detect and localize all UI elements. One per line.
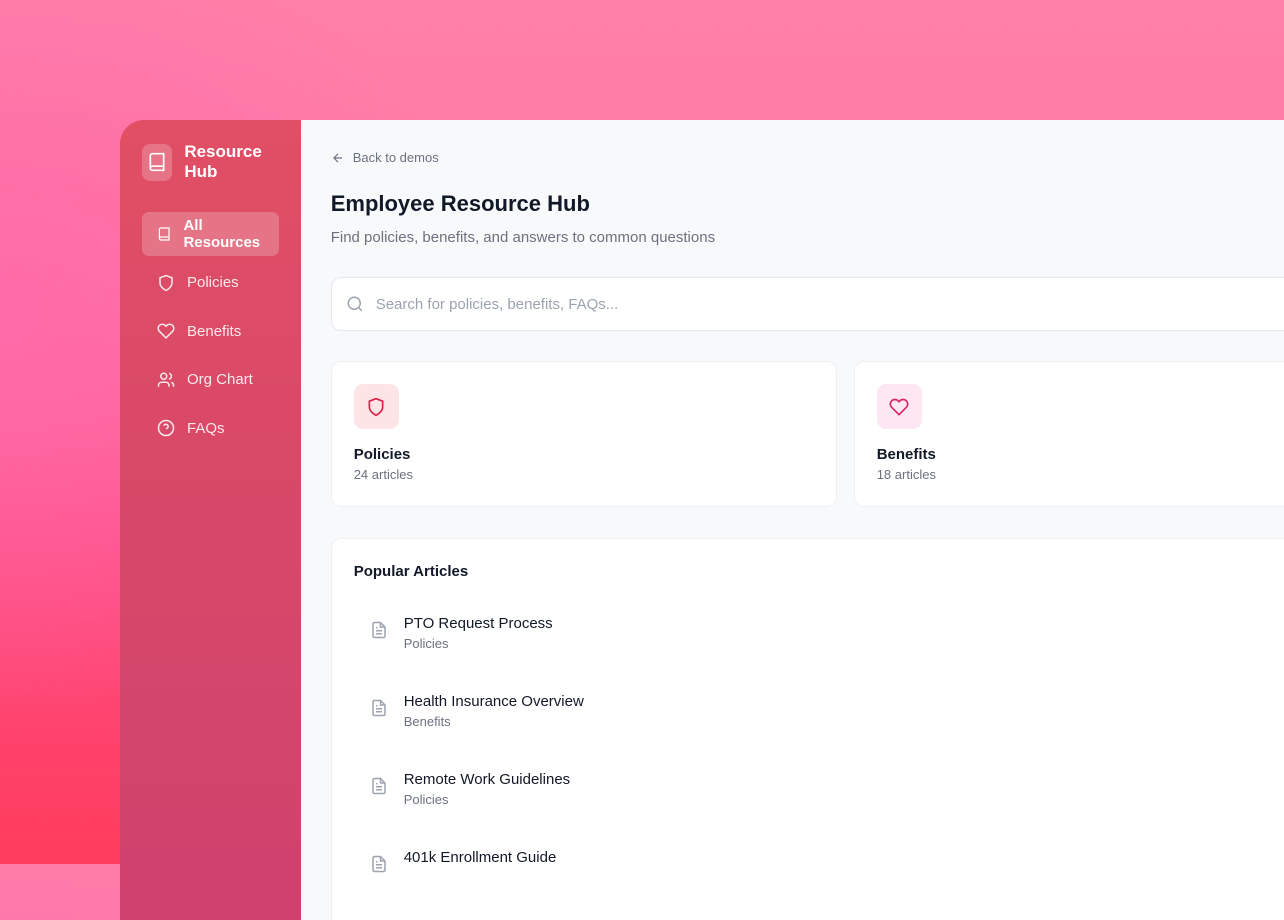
file-text-icon <box>371 777 386 795</box>
article-title: Health Insurance Overview <box>403 693 584 710</box>
sidebar-item-label: Policies <box>187 274 239 291</box>
arrow-left-icon <box>332 153 342 162</box>
back-link[interactable]: Back to demos <box>331 150 1284 165</box>
article-category: Policies <box>403 792 449 807</box>
list-item[interactable]: PTO Request Process Policies <box>354 615 1284 693</box>
category-card-benefits[interactable]: Benefits 18 articles <box>853 361 1284 507</box>
sidebar: Resource Hub All Resources Policies Bene… <box>120 120 301 920</box>
sidebar-item-benefits[interactable]: Benefits <box>142 309 279 353</box>
article-title: Remote Work Guidelines <box>403 771 571 788</box>
file-text-icon <box>371 699 386 717</box>
popular-articles: Popular Articles PTO Request Process Poli… <box>330 538 1284 920</box>
shield-icon <box>353 384 399 429</box>
card-title: Policies <box>353 446 411 463</box>
sidebar-item-org-chart[interactable]: Org Chart <box>142 358 279 402</box>
file-text-icon <box>371 621 386 639</box>
article-category: Benefits <box>403 714 451 729</box>
sidebar-item-label: Benefits <box>187 322 242 340</box>
search-input[interactable]: Search for policies, benefits, FAQs... <box>330 277 1284 331</box>
search-icon <box>347 296 362 312</box>
category-card-policies[interactable]: Policies 24 articles <box>330 361 837 507</box>
app-window: Resource Hub All Resources Policies Bene… <box>120 120 1284 920</box>
main-content: Back to demos Employee Resource Hub Find… <box>300 120 1284 920</box>
sidebar-item-all-resources[interactable]: All Resources <box>142 212 279 256</box>
sidebar-item-policies[interactable]: Policies <box>142 261 279 305</box>
book-icon <box>142 143 173 181</box>
heart-icon <box>876 384 922 429</box>
heart-icon <box>157 323 175 339</box>
article-title: PTO Request Process <box>403 615 553 632</box>
sidebar-item-label: Org Chart <box>187 371 253 388</box>
section-title: Popular Articles <box>353 563 469 580</box>
list-item[interactable]: Remote Work Guidelines Policies <box>354 771 1284 849</box>
sidebar-item-label: All Resources <box>183 217 261 251</box>
card-count: 18 articles <box>876 467 936 482</box>
list-item[interactable]: Health Insurance Overview Benefits <box>354 693 1284 771</box>
book-icon <box>158 227 170 241</box>
article-title: 401k Enrollment Guide <box>403 849 557 866</box>
card-title: Benefits <box>876 446 936 463</box>
card-count: 24 articles <box>353 467 413 482</box>
brand-title: Resource Hub <box>184 142 262 181</box>
users-icon <box>157 372 175 387</box>
sidebar-item-label: FAQs <box>187 419 225 437</box>
search-placeholder: Search for policies, benefits, FAQs... <box>375 295 619 313</box>
sidebar-item-faqs[interactable]: FAQs <box>142 406 279 450</box>
list-item[interactable]: 401k Enrollment Guide <box>354 849 1284 920</box>
page-subtitle: Find policies, benefits, and answers to … <box>330 229 716 246</box>
page-title: Employee Resource Hub <box>330 191 590 216</box>
shield-icon <box>159 274 173 291</box>
brand: Resource Hub <box>142 142 279 182</box>
help-circle-icon <box>157 419 175 437</box>
file-text-icon <box>371 855 386 873</box>
back-label: Back to demos <box>352 150 439 165</box>
article-category: Policies <box>403 636 449 651</box>
